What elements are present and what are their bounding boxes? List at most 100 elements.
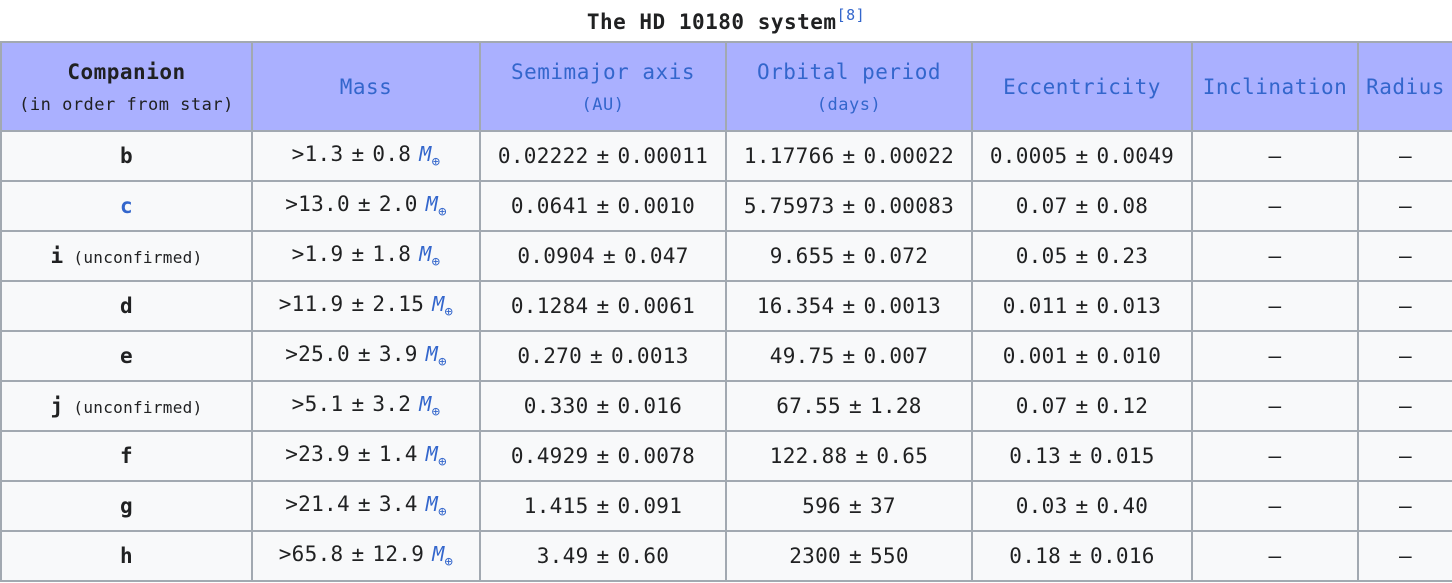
header-mass[interactable]: Mass	[251, 41, 481, 132]
period-value: 49.75	[769, 344, 835, 368]
plus-minus-sign: ±	[596, 194, 610, 218]
earth-mass-unit-link[interactable]: M⊕	[426, 442, 447, 470]
eccentricity-value: 0.0005	[989, 144, 1068, 168]
earth-mass-unit-link[interactable]: M⊕	[426, 192, 447, 220]
earth-mass-unit-link[interactable]: M⊕	[426, 492, 447, 520]
mass-cell: >11.9 ±2.15 M⊕	[251, 280, 481, 332]
plus-minus-sign: ±	[849, 494, 862, 518]
plus-minus-sign: ±	[596, 294, 610, 318]
radius-cell: —	[1357, 330, 1452, 382]
earth-mass-unit-link[interactable]: M⊕	[432, 292, 453, 320]
mass-cell: >21.4 ±3.4 M⊕	[251, 480, 481, 532]
inclination-value: —	[1268, 544, 1282, 568]
semimajor-cell: 1.415 ±0.091	[479, 480, 727, 532]
earth-symbol: ⊕	[444, 554, 454, 570]
semimajor-cell: 0.0904 ±0.047	[479, 230, 727, 282]
period-cell: 122.88 ±0.65	[725, 430, 973, 482]
earth-mass-symbol: M	[419, 142, 432, 166]
earth-mass-symbol: M	[425, 342, 439, 366]
eccentricity-error: 0.010	[1096, 344, 1162, 368]
period-error: 1.28	[869, 394, 922, 418]
table-row: d >11.9 ±2.15 M⊕ 0.1284 ±0.0061 16.354 ±0.0013 0…	[0, 280, 1452, 332]
plus-minus-sign: ±	[357, 492, 371, 516]
mass-cell: >5.1 ±3.2 M⊕	[251, 380, 481, 432]
earth-mass-unit-link[interactable]: M⊕	[419, 392, 440, 420]
eccentricity-value: 0.001	[1002, 344, 1068, 368]
semimajor-error: 0.0010	[617, 194, 696, 218]
mass-cell: >25.0 ±3.9 M⊕	[251, 330, 481, 382]
earth-mass-unit-link[interactable]: M⊕	[419, 142, 440, 170]
earth-mass-unit-link[interactable]: M⊕	[425, 342, 447, 370]
plus-minus-sign: ±	[1075, 294, 1089, 318]
table-row: j (unconfirmed) >5.1 ±3.2 M⊕ 0.330 ±0.016 67.55…	[0, 380, 1452, 432]
period-cell: 9.655 ±0.072	[725, 230, 973, 282]
header-semimajor-unit[interactable]: (AU)	[581, 94, 625, 115]
earth-mass-symbol: M	[432, 292, 445, 316]
period-value: 67.55	[776, 394, 841, 418]
companion-cell: e	[0, 330, 253, 382]
table-row: f >23.9 ±1.4 M⊕ 0.4929 ±0.0078 122.88 ±0.65 0.13…	[0, 430, 1452, 482]
plus-minus-sign: ±	[596, 544, 610, 568]
period-cell: 16.354 ±0.0013	[725, 280, 973, 332]
earth-mass-unit-link[interactable]: M⊕	[419, 242, 440, 270]
eccentricity-cell: 0.05 ±0.23	[971, 230, 1193, 282]
plus-minus-sign: ±	[1069, 544, 1082, 568]
companion-name: j	[50, 394, 64, 418]
header-period[interactable]: Orbital period (days)	[725, 41, 973, 132]
companion-cell[interactable]: c	[0, 180, 253, 232]
radius-cell: —	[1357, 180, 1452, 232]
period-cell: 5.75973 ±0.00083	[725, 180, 973, 232]
mass-cell: >1.3 ±0.8 M⊕	[251, 130, 481, 182]
plus-minus-sign: ±	[842, 294, 856, 318]
period-value: 9.655	[769, 244, 835, 268]
semimajor-cell: 0.330 ±0.016	[479, 380, 727, 432]
reference-link[interactable]: [8]	[836, 6, 866, 24]
plus-minus-sign: ±	[596, 444, 610, 468]
companion-cell: d	[0, 280, 253, 332]
header-eccentricity-link[interactable]: Eccentricity	[1003, 74, 1161, 99]
header-inclination-link[interactable]: Inclination	[1202, 74, 1348, 99]
header-radius-link[interactable]: Radius	[1366, 74, 1445, 99]
mass-value: >25.0	[285, 342, 350, 366]
header-eccentricity[interactable]: Eccentricity	[971, 41, 1193, 132]
mass-value: >1.9	[291, 242, 344, 266]
inclination-cell: —	[1191, 180, 1359, 232]
companion-name: e	[120, 344, 133, 368]
eccentricity-error: 0.016	[1090, 544, 1155, 568]
plus-minus-sign: ±	[351, 542, 365, 566]
header-period-unit[interactable]: (days)	[816, 94, 882, 115]
radius-value: —	[1399, 144, 1412, 168]
eccentricity-cell: 0.011 ±0.013	[971, 280, 1193, 332]
inclination-cell: —	[1191, 230, 1359, 282]
eccentricity-cell: 0.03 ±0.40	[971, 480, 1193, 532]
eccentricity-value: 0.13	[1009, 444, 1062, 468]
header-period-link[interactable]: Orbital period	[756, 59, 941, 84]
eccentricity-value: 0.07	[1015, 194, 1068, 218]
mass-error: 3.2	[372, 392, 412, 416]
inclination-cell: —	[1191, 380, 1359, 432]
period-value: 596	[802, 494, 841, 518]
inclination-cell: —	[1191, 280, 1359, 332]
header-inclination[interactable]: Inclination	[1191, 41, 1359, 132]
plus-minus-sign: ±	[1075, 194, 1089, 218]
eccentricity-value: 0.05	[1015, 244, 1068, 268]
header-radius[interactable]: Radius	[1357, 41, 1452, 132]
header-semimajor[interactable]: Semimajor axis (AU)	[479, 41, 727, 132]
header-semimajor-link[interactable]: Semimajor axis	[510, 59, 695, 84]
plus-minus-sign: ±	[351, 292, 365, 316]
eccentricity-value: 0.011	[1002, 294, 1068, 318]
companion-name[interactable]: c	[120, 194, 133, 218]
plus-minus-sign: ±	[1075, 494, 1089, 518]
eccentricity-error: 0.23	[1096, 244, 1149, 268]
companion-cell: b	[0, 130, 253, 182]
period-value: 16.354	[756, 294, 835, 318]
header-mass-link[interactable]: Mass	[339, 74, 393, 99]
earth-mass-unit-link[interactable]: M⊕	[432, 542, 453, 570]
earth-symbol: ⊕	[438, 204, 447, 220]
eccentricity-cell: 0.07 ±0.12	[971, 380, 1193, 432]
plus-minus-sign: ±	[357, 342, 371, 366]
period-value: 2300	[789, 544, 841, 568]
inclination-cell: —	[1191, 330, 1359, 382]
semimajor-value: 1.415	[523, 494, 589, 518]
companion-name: d	[120, 294, 133, 318]
